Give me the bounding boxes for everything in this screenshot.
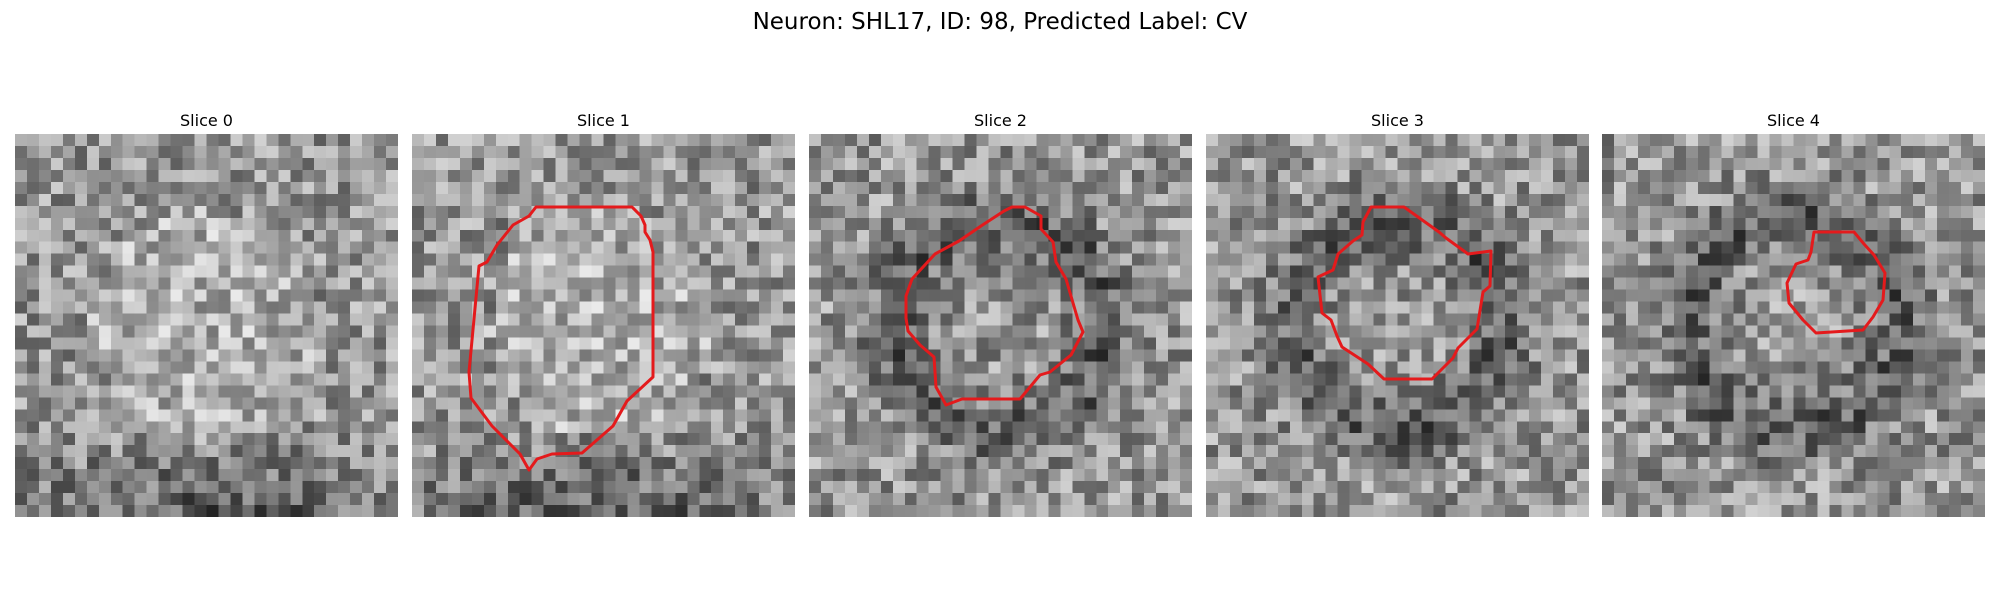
pixel-grid-2 [809,134,1192,517]
pixel-grid-4 [1602,134,1985,517]
slice-panel-0: Slice 0 [15,108,398,517]
slice-title-1: Slice 1 [577,111,630,130]
slice-image-2 [809,134,1192,517]
slice-image-1 [412,134,795,517]
roi-contour-4 [1785,230,1887,335]
slice-panel-2: Slice 2 [809,108,1192,517]
slice-image-3 [1206,134,1589,517]
slice-panel-4: Slice 4 [1602,108,1985,517]
slice-image-0 [15,134,398,517]
roi-contour-3 [1316,205,1493,381]
slice-panel-3: Slice 3 [1206,108,1589,517]
pixel-grid-3 [1206,134,1589,517]
pixel-grid-0 [15,134,398,517]
slice-title-3: Slice 3 [1371,111,1424,130]
figure-title: Neuron: SHL17, ID: 98, Predicted Label: … [752,9,1248,35]
pixel-grid-1 [412,134,795,517]
roi-contour-2 [904,205,1085,407]
slice-title-2: Slice 2 [974,111,1027,130]
slice-title-0: Slice 0 [180,111,233,130]
slice-title-4: Slice 4 [1767,111,1820,130]
roi-contour-1 [467,205,655,472]
slice-image-4 [1602,134,1985,517]
slice-panel-1: Slice 1 [412,108,795,517]
